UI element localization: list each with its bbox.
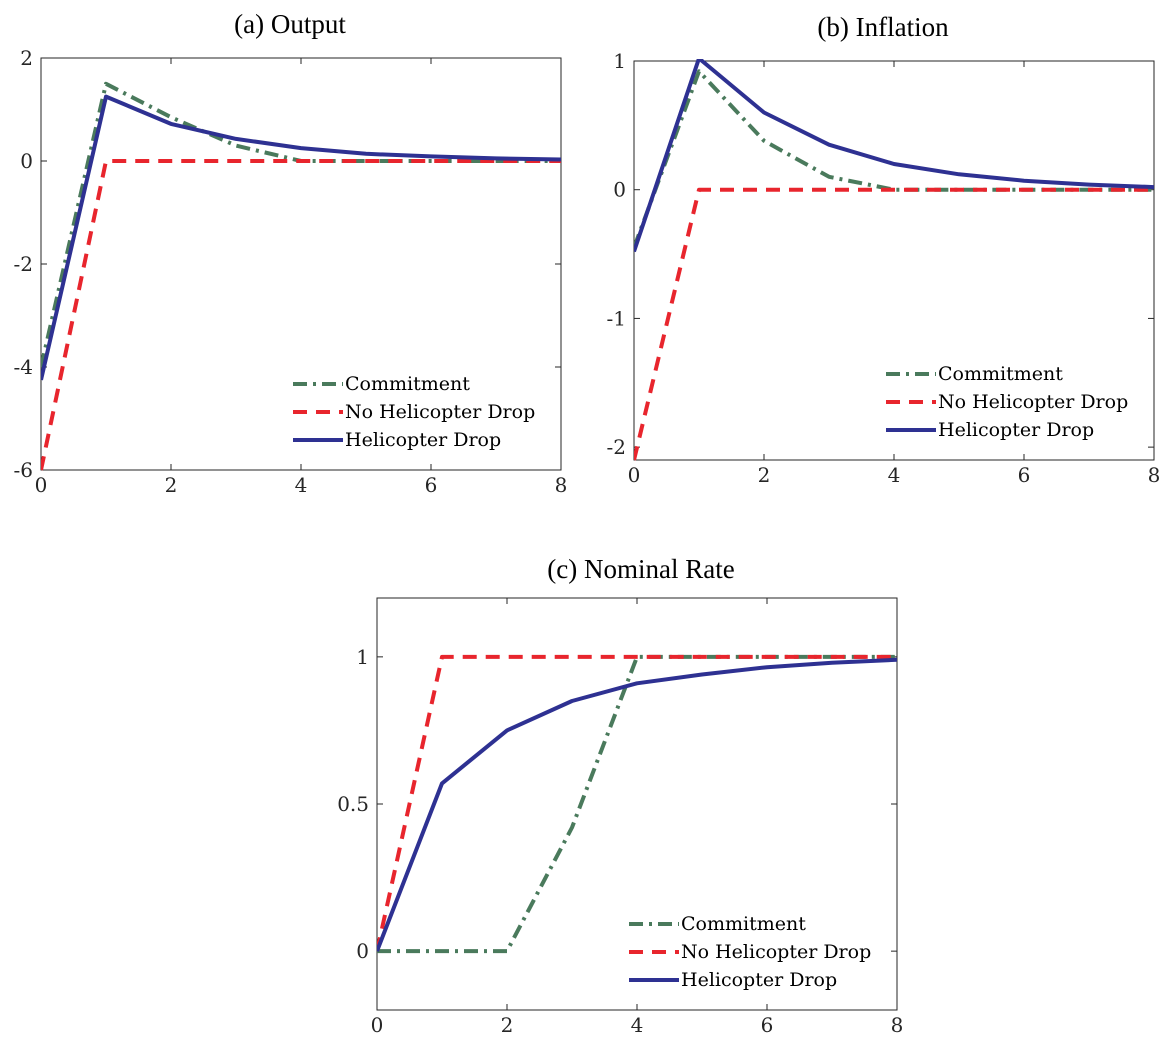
x-tick-label: 2 — [758, 463, 771, 487]
series-line-helicopter-drop — [41, 94, 561, 381]
y-tick-label: 0 — [613, 178, 626, 202]
legend-label: Helicopter Drop — [345, 429, 501, 451]
series-line-commitment — [377, 654, 897, 954]
y-tick-label: 0 — [20, 149, 33, 173]
x-tick-label: 6 — [425, 473, 438, 497]
y-tick-label: 1 — [356, 645, 369, 669]
y-tick-label: 2 — [20, 46, 33, 70]
x-tick-label: 8 — [891, 1013, 904, 1037]
legend-label: Commitment — [345, 373, 470, 395]
x-tick-label: 4 — [295, 473, 308, 497]
series-line-helicopter-drop — [377, 657, 897, 952]
x-tick-label: 0 — [371, 1013, 384, 1037]
legend-label: Commitment — [681, 913, 806, 935]
panel-title: (a) Output — [234, 9, 346, 39]
legend-label: Helicopter Drop — [938, 419, 1094, 441]
x-tick-label: 2 — [165, 473, 178, 497]
series-line-no-helicopter-drop — [634, 187, 1154, 461]
panel-output: (a) Output 0 2 4 6 8 -6 -4 -2 0 2 Commitment No Heli… — [14, 9, 568, 497]
legend-label: No Helicopter Drop — [681, 941, 871, 963]
y-tick-label: -4 — [14, 355, 33, 379]
series-line-helicopter-drop — [634, 59, 1154, 253]
x-tick-label: 8 — [555, 473, 568, 497]
series-line-commitment — [634, 69, 1154, 249]
y-tick-label: -2 — [14, 252, 33, 276]
legend-label: Helicopter Drop — [681, 969, 837, 991]
legend-label: Commitment — [938, 363, 1063, 385]
legend-label: No Helicopter Drop — [938, 391, 1128, 413]
x-tick-label: 4 — [888, 463, 901, 487]
x-tick-label: 8 — [1148, 463, 1161, 487]
x-tick-label: 2 — [501, 1013, 514, 1037]
y-tick-label: 0.5 — [337, 792, 369, 816]
legend: Commitment No Helicopter Drop Helicopter D… — [293, 373, 535, 451]
series-line-no-helicopter-drop — [377, 654, 897, 952]
panel-inflation: (b) Inflation 0 2 4 6 8 -2 -1 0 1 Commitment No Hel… — [607, 12, 1161, 487]
series-line-no-helicopter-drop — [41, 159, 561, 471]
y-tick-label: -2 — [607, 435, 626, 459]
panel-title: (c) Nominal Rate — [547, 554, 734, 584]
legend: Commitment No Helicopter Drop Helicopter D… — [629, 913, 871, 991]
panel-nominal-rate: (c) Nominal Rate 0 2 4 6 8 0 0.5 1 Commitment No H… — [337, 554, 903, 1037]
panel-title: (b) Inflation — [817, 12, 949, 42]
y-tick-label: -6 — [14, 458, 33, 482]
y-tick-label: -1 — [607, 306, 626, 330]
x-tick-label: 6 — [761, 1013, 774, 1037]
y-tick-label: 0 — [356, 939, 369, 963]
x-tick-label: 0 — [628, 463, 641, 487]
legend-label: No Helicopter Drop — [345, 401, 535, 423]
x-tick-label: 4 — [631, 1013, 644, 1037]
series-line-commitment — [41, 81, 561, 368]
legend: Commitment No Helicopter Drop Helicopter D… — [886, 363, 1128, 441]
y-tick-label: 1 — [613, 49, 626, 73]
x-tick-label: 6 — [1018, 463, 1031, 487]
x-tick-label: 0 — [35, 473, 48, 497]
